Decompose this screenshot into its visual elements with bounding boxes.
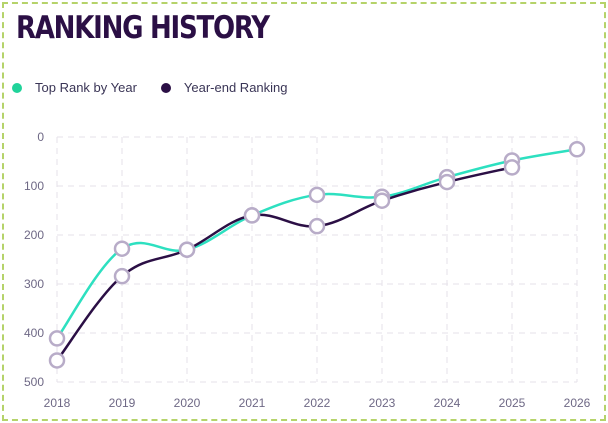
legend-item-year-end[interactable]: Year-end Ranking [160,80,288,95]
y-tick-label: 400 [24,326,44,340]
x-tick-label: 2018 [44,396,71,410]
legend-marker-year-end [160,82,171,93]
series-line-year-end [55,166,514,362]
data-point-top-rank [48,330,66,347]
x-tick-label: 2022 [304,396,331,410]
data-point-year-end [308,217,326,235]
chart-title: RANKING HISTORY [16,10,270,46]
y-tick-label: 100 [24,179,44,193]
legend-marker-top-rank [12,82,22,93]
x-tick-label: 2019 [109,396,136,410]
data-point-year-end [48,352,66,369]
y-tick-label: 0 [37,130,44,144]
legend-label-top-rank: Top Rank by Year [35,80,137,95]
data-point-year-end [243,207,261,224]
data-point-year-end [373,192,391,209]
x-tick-label: 2020 [174,396,201,410]
x-tick-label: 2021 [239,396,266,410]
data-point-top-rank [568,141,586,158]
series-line-top-rank [55,148,579,340]
y-tick-label: 500 [24,375,44,389]
y-tick-label: 300 [24,277,44,291]
data-point-year-end [503,159,521,176]
x-tick-label: 2024 [434,396,461,410]
legend-label-year-end: Year-end Ranking [183,80,288,95]
data-point-year-end [178,241,196,258]
legend-item-top-rank[interactable]: Top Rank by Year [12,80,137,95]
data-point-year-end [438,173,456,191]
data-point-top-rank [113,240,131,257]
x-tick-label: 2023 [369,396,396,410]
x-tick-label: 2025 [499,396,526,410]
data-point-year-end [113,267,131,285]
x-tick-label: 2026 [564,396,591,410]
data-point-top-rank [308,186,326,204]
y-tick-label: 200 [24,228,44,242]
legend: Top Rank by Year Year-end Ranking [12,80,312,95]
